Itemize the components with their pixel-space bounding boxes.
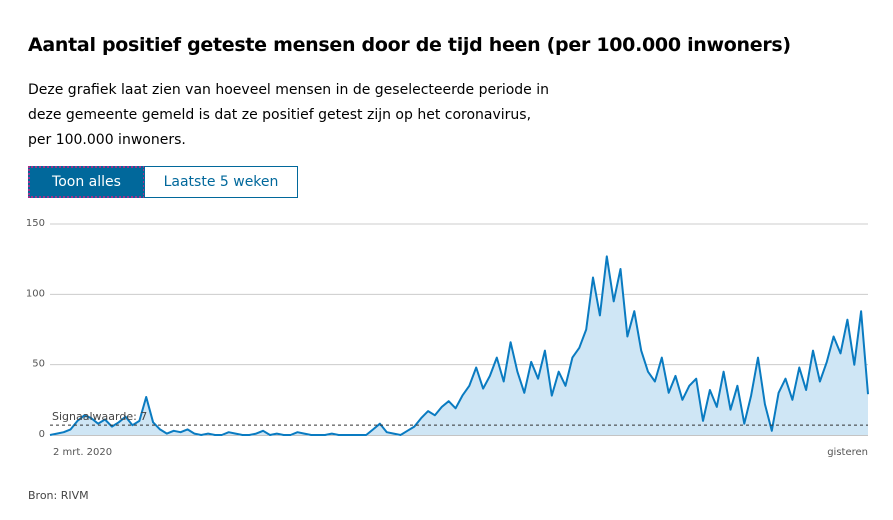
title: Aantal positief geteste mensen door de t… xyxy=(28,34,791,56)
y-tick-label: 150 xyxy=(26,218,45,229)
x-tick-label: gisteren xyxy=(827,447,868,458)
button[interactable]: Toon alles xyxy=(28,166,145,198)
x-tick-label: 2 mrt. 2020 xyxy=(53,447,112,458)
y-tick-label: 0 xyxy=(39,429,45,440)
y-tick-label: 100 xyxy=(26,288,45,299)
button[interactable]: Laatste 5 weken xyxy=(144,166,298,198)
threshold-label: Signaalwaarde: 7 xyxy=(52,410,147,423)
chart: 0 50 100 150 Signaalwaarde: 7 2 mrt. 2020 gist… xyxy=(26,218,869,458)
area xyxy=(50,256,868,435)
source: Bron: RIVM xyxy=(28,489,89,502)
y-tick-label: 50 xyxy=(32,359,45,370)
description: Deze grafiek laat zien van hoeveel mense… xyxy=(28,82,549,148)
line xyxy=(49,255,869,436)
